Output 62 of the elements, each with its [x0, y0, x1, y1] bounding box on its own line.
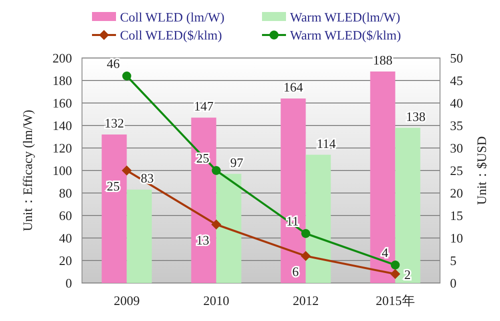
legend-label: Coll WLED (lm/W) — [120, 10, 224, 25]
data-label: 25 — [106, 178, 120, 194]
bar — [370, 72, 396, 283]
y2-tick-label: 15 — [450, 208, 463, 224]
y-tick-label: 0 — [66, 276, 72, 291]
y-tick-label: 140 — [52, 118, 72, 134]
y-tick-label: 160 — [52, 96, 72, 111]
x-tick-label: 2012 — [292, 293, 319, 308]
data-label: 132 — [104, 116, 124, 130]
data-label: 6 — [292, 264, 300, 279]
y2-tick-label: 0 — [450, 276, 456, 291]
y-tick-label: 40 — [59, 230, 72, 246]
data-label: 97 — [230, 154, 244, 170]
data-label: 83 — [140, 170, 154, 186]
data-label: 164 — [283, 80, 304, 94]
point — [122, 166, 132, 176]
y2-axis-title: Unit：$USD — [474, 136, 489, 205]
point — [390, 269, 400, 279]
legend-label: Warm WLED(lm/W) — [290, 10, 400, 25]
y-tick-label: 100 — [52, 163, 72, 178]
y2-tick-label: 35 — [450, 118, 463, 134]
data-label: 138 — [406, 108, 426, 124]
y-tick-label: 200 — [52, 50, 72, 66]
bar — [102, 134, 127, 283]
y-axis-title: Unit：Efficacy (lm/W) — [20, 110, 35, 232]
data-label: 46 — [106, 56, 120, 71]
point — [390, 260, 400, 270]
point — [211, 220, 222, 230]
point — [212, 166, 221, 175]
data-label: 147 — [194, 98, 214, 114]
y-tick-label: 20 — [59, 253, 72, 268]
bar — [395, 128, 420, 283]
bar — [191, 118, 216, 283]
legend-label: Coll WLED($/klm) — [120, 28, 222, 43]
data-label: 114 — [316, 136, 336, 151]
bar — [280, 98, 306, 283]
y2-tick-label: 40 — [450, 96, 463, 111]
y2-tick-label: 20 — [450, 186, 463, 201]
x-tick-label: 2009 — [114, 293, 140, 308]
bar — [126, 190, 152, 283]
y2-tick-label: 30 — [450, 140, 463, 156]
point — [301, 229, 310, 238]
data-label: 4 — [382, 245, 389, 260]
point — [300, 251, 311, 261]
bar — [306, 154, 331, 283]
y2-tick-label: 25 — [450, 163, 463, 178]
point — [122, 72, 132, 80]
y-tick-label: 80 — [59, 186, 72, 201]
bar — [216, 174, 242, 283]
y2-tick-label: 10 — [450, 230, 463, 246]
y-tick-label: 60 — [59, 208, 72, 224]
legend-label: Warm WLED($/klm) — [290, 28, 401, 43]
y2-tick-label: 5 — [450, 253, 456, 268]
y2-tick-label: 45 — [450, 73, 463, 88]
data-label: 13 — [196, 232, 210, 248]
x-tick-label: 2010 — [203, 293, 230, 308]
y2-tick-label: 50 — [450, 50, 463, 66]
x-tick-label: 2015年 — [376, 293, 415, 308]
data-label: 2 — [404, 267, 411, 282]
y-tick-label: 120 — [52, 140, 72, 156]
data-label: 188 — [372, 52, 392, 68]
y-tick-label: 180 — [52, 73, 72, 88]
